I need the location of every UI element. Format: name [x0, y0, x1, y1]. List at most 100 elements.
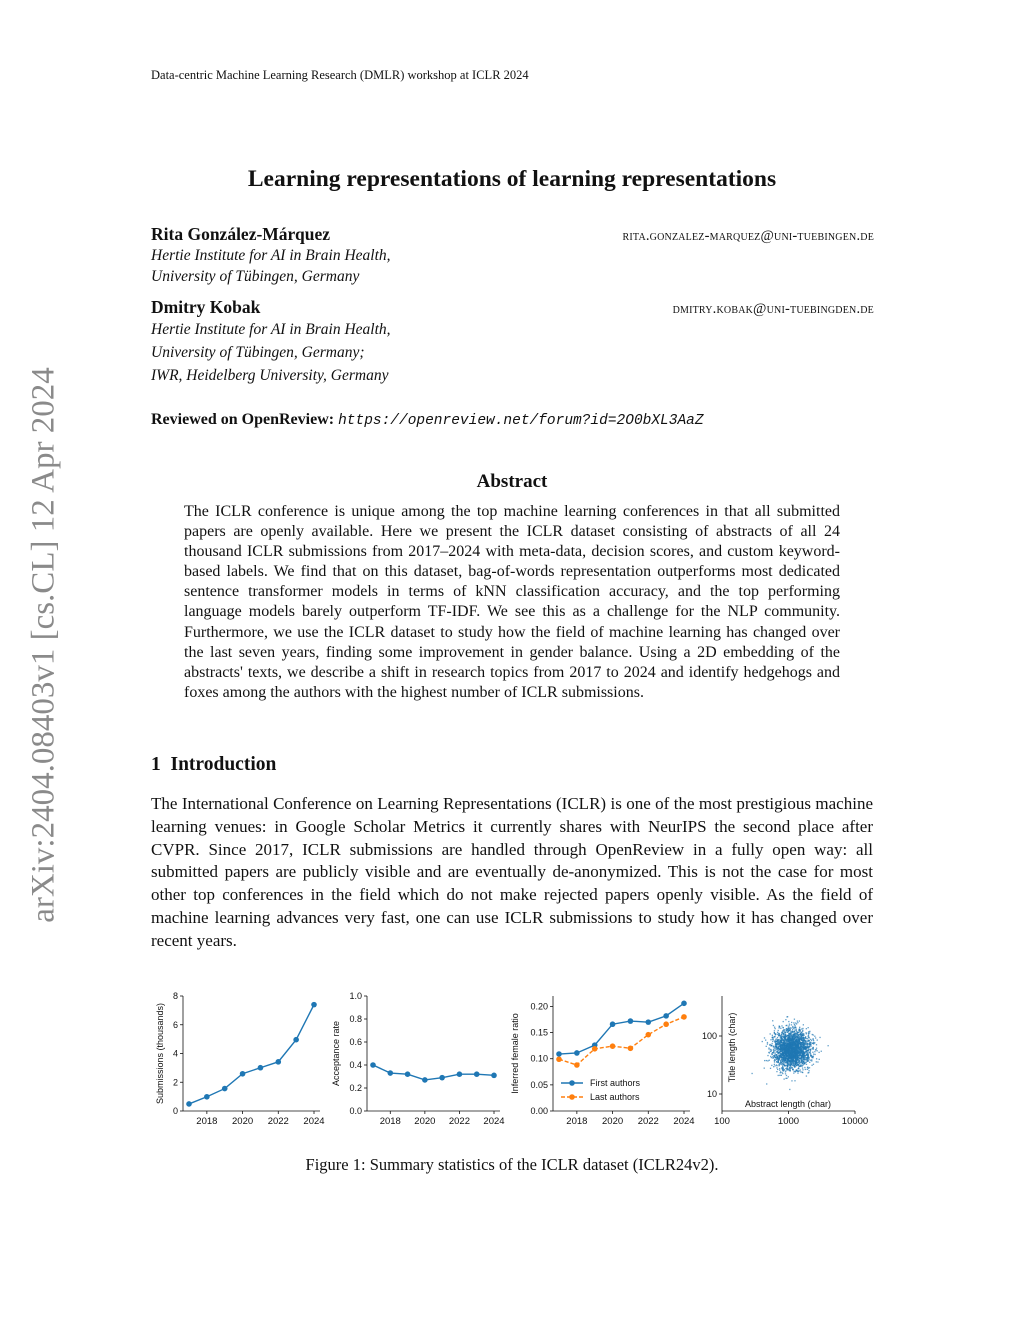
scatter-point — [798, 1054, 800, 1056]
scatter-point — [800, 1053, 802, 1055]
scatter-point — [804, 1041, 806, 1044]
scatter-point — [801, 1056, 804, 1058]
y-tick-label: 0.00 — [530, 1106, 548, 1116]
scatter-point — [783, 1051, 785, 1053]
scatter-point — [780, 1035, 782, 1037]
scatter-point — [770, 1048, 772, 1051]
scatter-point — [771, 1042, 773, 1045]
scatter-point — [777, 1068, 779, 1071]
scatter-point — [798, 1065, 800, 1067]
scatter-point — [782, 1046, 784, 1048]
scatter-point — [790, 1041, 793, 1043]
scatter-point — [792, 1060, 795, 1062]
scatter-point — [798, 1040, 801, 1042]
data-point — [627, 1018, 634, 1024]
scatter-point — [787, 1037, 789, 1039]
scatter-point — [793, 1065, 795, 1067]
scatter-point — [792, 1040, 794, 1042]
scatter-point — [781, 1039, 783, 1042]
scatter-point — [786, 1038, 788, 1040]
scatter-point — [781, 1049, 784, 1051]
scatter-point — [786, 1024, 788, 1027]
scatter-point — [802, 1069, 804, 1071]
scatter-point — [796, 1038, 798, 1040]
running-header: Data-centric Machine Learning Research (… — [151, 68, 529, 82]
scatter-point — [799, 1064, 801, 1067]
abstract-text: The ICLR conference is unique among the … — [184, 503, 840, 701]
scatter-point — [773, 1051, 775, 1053]
scatter-point — [774, 1043, 777, 1046]
scatter-point — [794, 1034, 796, 1036]
scatter-point — [781, 1067, 783, 1070]
scatter-point — [778, 1025, 780, 1027]
scatter-point — [804, 1068, 806, 1071]
scatter-point — [792, 1063, 795, 1066]
scatter-point — [804, 1036, 806, 1039]
scatter-point — [779, 1051, 781, 1053]
scatter-point — [803, 1058, 806, 1060]
scatter-point — [785, 1027, 788, 1030]
scatter-point — [787, 1059, 789, 1061]
data-point — [387, 1070, 394, 1076]
scatter-point — [804, 1046, 807, 1049]
scatter-point — [769, 1050, 771, 1052]
scatter-point — [784, 1043, 787, 1045]
scatter-point — [778, 1032, 780, 1035]
scatter-point — [785, 1046, 787, 1048]
scatter-point — [797, 1038, 799, 1040]
scatter-point — [816, 1039, 818, 1041]
scatter-point — [802, 1071, 804, 1074]
scatter-point — [808, 1057, 810, 1059]
scatter-point — [791, 1046, 794, 1048]
scatter-point — [785, 1062, 787, 1064]
scatter-point — [783, 1056, 785, 1058]
scatter-point — [780, 1027, 782, 1030]
scatter-point — [786, 1031, 789, 1033]
scatter-point — [792, 1062, 794, 1065]
scatter-point — [787, 1061, 789, 1063]
scatter-point — [812, 1048, 814, 1050]
scatter-point — [777, 1039, 780, 1041]
scatter-point — [785, 1077, 787, 1080]
x-tick-label: 2022 — [638, 1116, 659, 1127]
scatter-point — [813, 1053, 815, 1055]
scatter-point — [767, 1060, 769, 1062]
scatter-point — [794, 1057, 796, 1059]
scatter-point — [780, 1044, 782, 1047]
scatter-point — [789, 1045, 791, 1047]
scatter-point — [812, 1056, 814, 1058]
scatter-point — [790, 1045, 792, 1047]
data-point — [556, 1051, 562, 1057]
scatter-point — [784, 1060, 786, 1062]
scatter-point — [801, 1057, 803, 1060]
scatter-point — [789, 1037, 792, 1039]
scatter-point — [798, 1039, 800, 1042]
scatter-point — [781, 1044, 784, 1047]
scatter-point — [804, 1040, 806, 1042]
scatter-point — [779, 1045, 781, 1047]
scatter-point — [780, 1050, 782, 1052]
data-point — [257, 1064, 264, 1071]
scatter-point — [782, 1066, 784, 1069]
scatter-point — [794, 1026, 796, 1028]
scatter-point — [805, 1057, 807, 1059]
scatter-point — [810, 1055, 812, 1057]
scatter-point — [796, 1058, 798, 1060]
scatter-point — [799, 1069, 801, 1071]
scatter-point — [787, 1045, 789, 1048]
scatter-point — [795, 1032, 797, 1034]
openreview-link[interactable]: https://openreview.net/forum?id=2O0bXL3A… — [338, 413, 704, 429]
scatter-point — [789, 1041, 792, 1044]
scatter-point — [807, 1045, 810, 1048]
scatter-point — [784, 1055, 787, 1057]
scatter-point — [778, 1045, 780, 1047]
scatter-point — [792, 1058, 794, 1061]
scatter-point — [802, 1041, 804, 1043]
scatter-point — [807, 1072, 809, 1074]
scatter-point — [766, 1041, 769, 1044]
scatter-point — [803, 1061, 805, 1063]
scatter-point — [789, 1039, 791, 1041]
scatter-point — [777, 1061, 779, 1063]
data-point — [293, 1036, 299, 1043]
scatter-point — [793, 1050, 795, 1052]
